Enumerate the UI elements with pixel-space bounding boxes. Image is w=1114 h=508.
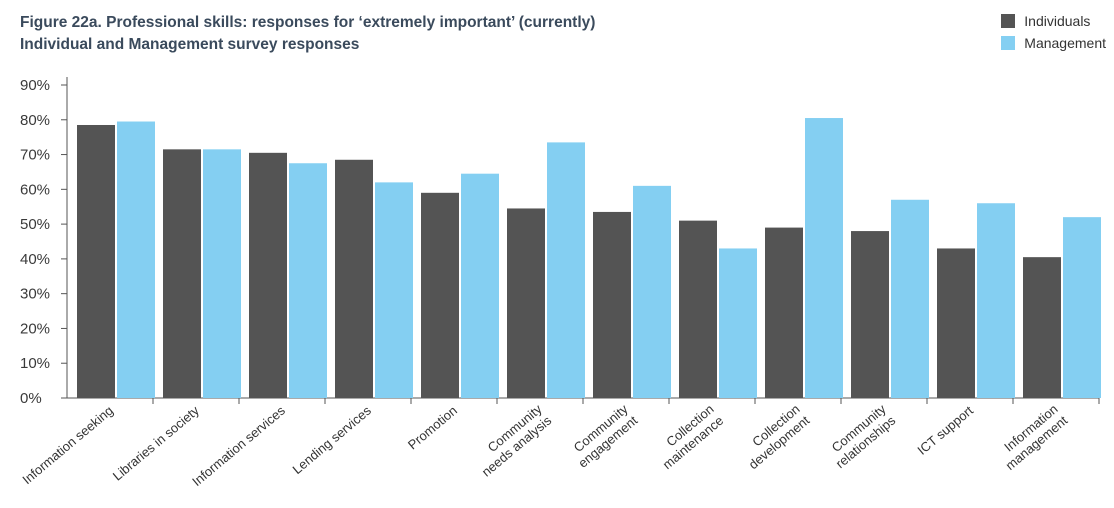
legend-item-management: Management [1001, 32, 1106, 54]
x-category-label: Promotion [405, 403, 460, 453]
bar-management-2 [289, 163, 327, 398]
y-tick-label: 40% [20, 251, 50, 268]
y-tick-label: 90% [20, 77, 50, 94]
y-tick-label: 10% [20, 355, 50, 372]
y-tick-label: 70% [20, 147, 50, 164]
bar-management-7 [719, 248, 757, 398]
chart-legend: Individuals Management [1001, 10, 1106, 54]
y-tick-label: 0% [20, 390, 42, 407]
x-category-label-line: Libraries in society [110, 402, 202, 483]
x-category-label: Information seeking [19, 403, 116, 487]
legend-label-individuals: Individuals [1024, 13, 1091, 29]
bar-management-8 [805, 118, 843, 399]
legend-label-management: Management [1024, 35, 1106, 51]
x-category-label-line: ICT support [914, 403, 976, 458]
x-category-label-line: Information seeking [19, 403, 116, 487]
bar-management-5 [547, 142, 585, 398]
bar-individuals-0 [77, 124, 115, 398]
bar-individuals-1 [163, 149, 201, 398]
y-tick-label: 50% [20, 216, 50, 233]
chart-title-line-1: Figure 22a. Professional skills: respons… [20, 14, 596, 31]
x-category-label: Collectiondevelopment [736, 401, 813, 472]
y-tick-label: 30% [20, 286, 50, 303]
bar-individuals-3 [335, 159, 373, 398]
bar-individuals-6 [593, 211, 631, 398]
x-category-label: Communityrelationships [823, 401, 899, 471]
legend-swatch-management [1001, 36, 1016, 50]
bar-management-10 [977, 203, 1015, 398]
bar-individuals-2 [249, 152, 287, 398]
chart-title-line-2: Individual and Management survey respons… [20, 36, 360, 53]
bar-individuals-4 [421, 192, 459, 398]
x-category-label: Lending services [290, 402, 375, 477]
bar-individuals-9 [851, 231, 889, 398]
x-category-label: Informationmanagement [993, 401, 1071, 473]
bar-management-0 [117, 121, 155, 399]
chart-title: Figure 22a. Professional skills: respons… [20, 12, 595, 56]
bar-individuals-10 [937, 248, 975, 398]
x-category-label: Communityengagement [566, 401, 641, 471]
bar-management-11 [1063, 217, 1101, 398]
x-category-label: Libraries in society [110, 402, 202, 483]
x-category-label-line: Information services [189, 402, 288, 489]
bar-individuals-11 [1023, 257, 1061, 398]
bar-management-6 [633, 185, 671, 398]
bar-management-3 [375, 182, 413, 398]
bar-individuals-7 [679, 220, 717, 398]
x-category-label: Information services [189, 402, 288, 489]
bar-management-1 [203, 149, 241, 398]
x-category-label: ICT support [914, 403, 976, 458]
y-tick-label: 80% [20, 112, 50, 129]
x-category-label-line: Lending services [290, 402, 375, 477]
x-category-label: Communityneeds analysis [469, 401, 555, 480]
x-category-label-line: Promotion [405, 403, 460, 453]
y-tick-label: 20% [20, 320, 50, 337]
bar-individuals-5 [507, 208, 545, 398]
bar-management-4 [461, 173, 499, 398]
legend-item-individuals: Individuals [1001, 10, 1106, 32]
x-category-label: Collectionmaintenance [650, 401, 726, 472]
y-tick-label: 60% [20, 181, 50, 198]
bar-individuals-8 [765, 227, 803, 398]
bar-management-9 [891, 199, 929, 398]
legend-swatch-individuals [1001, 14, 1016, 28]
